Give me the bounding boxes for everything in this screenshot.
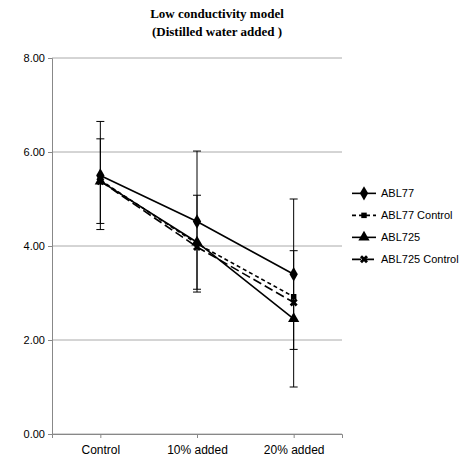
legend-marker [361, 213, 366, 218]
legend-item: ABL725 [352, 231, 420, 244]
x-tick: 10% added [167, 434, 228, 457]
series [95, 139, 300, 387]
legend-item: ABL725 Control [352, 253, 459, 265]
grid-line [52, 340, 342, 341]
y-tick-mark [48, 434, 52, 435]
plot: 0.00 2.00 4.00 6.00 8.00 Control 10% added 20% … [24, 52, 343, 457]
marker [288, 296, 300, 308]
x-tick: Control [81, 434, 120, 457]
series-line [100, 180, 293, 297]
y-tick: 0.00 [24, 428, 52, 440]
y-tick: 4.00 [24, 240, 52, 252]
error-bar-cap [290, 250, 298, 251]
y-tick-label: 4.00 [24, 240, 45, 252]
y-tick-mark [48, 152, 52, 153]
legend-item: ABL77 [352, 186, 414, 200]
y-tick-mark [48, 58, 52, 59]
error-bar-cap [290, 387, 298, 388]
series-line [100, 181, 293, 302]
y-axis: 0.00 2.00 4.00 6.00 8.00 [24, 52, 53, 440]
error-bar-cap [193, 151, 201, 152]
legend-label: ABL77 [381, 187, 414, 199]
y-tick-label: 8.00 [24, 52, 45, 64]
y-tick: 6.00 [24, 146, 52, 158]
legend: ABL77 ABL77 Control ABL725 ABL725 Control [352, 186, 459, 265]
marker [288, 312, 299, 322]
chart: Low conductivity model (Distilled water a… [0, 0, 474, 474]
error-bar-cap [193, 289, 201, 290]
error-bar-cap [96, 223, 104, 224]
marker [191, 241, 203, 253]
x-tick-label: 20% added [264, 443, 325, 457]
error-bar-cap [290, 199, 298, 200]
error-bar-cap [96, 121, 104, 122]
x-tick-mark [197, 434, 198, 438]
legend-marker [358, 253, 370, 265]
x-tick-mark [100, 434, 101, 438]
legend-marker [358, 231, 369, 241]
y-tick: 8.00 [24, 52, 52, 64]
error-bar-cap [96, 229, 104, 230]
title: Low conductivity model [150, 6, 284, 21]
error-bar-cap [193, 195, 201, 196]
x-tick-label: Control [81, 443, 120, 457]
series [96, 121, 298, 349]
legend-label: ABL725 Control [381, 253, 459, 265]
x-axis-line [53, 435, 343, 439]
series-line [100, 181, 293, 319]
marks [94, 121, 299, 387]
subtitle: (Distilled water added ) [152, 24, 282, 39]
error-bar-cap [193, 292, 201, 293]
error-bar-stem [197, 151, 198, 292]
legend-marker [360, 186, 368, 200]
y-tick-label: 0.00 [24, 428, 45, 440]
series [94, 175, 299, 308]
grid-line [52, 58, 342, 59]
series [98, 177, 297, 299]
y-axis-line [48, 59, 53, 435]
y-tick-mark [48, 246, 52, 247]
x-tick-mark [294, 434, 295, 438]
y-tick-label: 2.00 [24, 334, 45, 346]
error-bar [193, 151, 201, 292]
y-tick: 2.00 [24, 334, 52, 346]
x-tick-label: 10% added [167, 443, 228, 457]
y-tick-label: 6.00 [24, 146, 45, 158]
error-bar-cap [96, 138, 104, 139]
y-tick-mark [48, 340, 52, 341]
legend-label: ABL725 [381, 231, 420, 243]
x-tick: 20% added [264, 434, 325, 457]
x-axis: Control 10% added 20% added [53, 434, 343, 457]
legend-label: ABL77 Control [381, 209, 453, 221]
marker [94, 175, 106, 187]
grid [52, 58, 342, 434]
legend-item: ABL77 Control [352, 209, 453, 221]
